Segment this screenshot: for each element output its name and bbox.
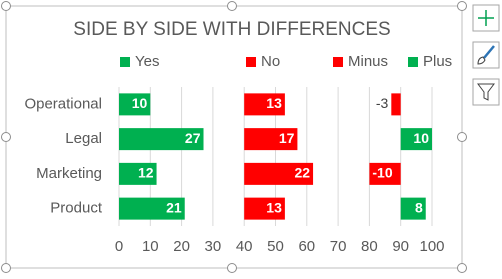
x-tick-label: 100 (419, 238, 444, 255)
data-label: -10 (372, 165, 392, 181)
x-tick-label: 60 (298, 238, 315, 255)
data-label: 27 (185, 130, 201, 146)
handle[interactable] (1, 263, 11, 273)
data-label: 13 (266, 199, 282, 215)
bar (391, 93, 401, 116)
chart-filters-button[interactable] (472, 78, 500, 106)
handle[interactable] (457, 132, 467, 142)
chart-styles-button[interactable] (472, 41, 500, 69)
y-tick-label: Product (50, 200, 103, 217)
x-tick-label: 80 (361, 238, 378, 255)
handle[interactable] (457, 263, 467, 273)
bar (369, 162, 401, 185)
bar (400, 128, 432, 151)
bar (400, 197, 426, 220)
handle[interactable] (1, 1, 11, 11)
x-tick-label: 90 (392, 238, 409, 255)
y-tick-label: Operational (24, 95, 102, 112)
bar (119, 162, 157, 185)
x-tick-label: 50 (267, 238, 284, 255)
chart-area[interactable] (5, 5, 463, 269)
chart-title: SIDE BY SIDE WITH DIFFERENCES (73, 19, 390, 40)
x-tick-label: 70 (330, 238, 347, 255)
legend-label: Minus (348, 53, 388, 70)
data-label: 13 (266, 95, 282, 111)
x-tick-label: 20 (173, 238, 190, 255)
bar (244, 162, 314, 185)
bar (119, 128, 204, 151)
data-label: 12 (138, 165, 154, 181)
data-label: 10 (132, 95, 148, 111)
handle[interactable] (1, 132, 11, 142)
data-label: 21 (166, 199, 182, 215)
data-label: 8 (415, 199, 423, 215)
handle[interactable] (227, 263, 237, 273)
y-tick-label: Legal (65, 130, 102, 147)
y-tick-label: Marketing (36, 165, 102, 182)
legend-swatch (408, 57, 418, 67)
legend-label: No (261, 53, 280, 70)
data-label: 10 (413, 130, 429, 146)
legend-swatch (120, 57, 130, 67)
data-label: 22 (294, 165, 310, 181)
selection-handles (1, 1, 467, 273)
bar (119, 197, 185, 220)
data-label: 17 (279, 130, 295, 146)
bar (119, 93, 151, 116)
chart-elements-button[interactable] (472, 4, 500, 32)
x-tick-label: 40 (236, 238, 253, 255)
x-tick-label: 0 (115, 238, 123, 255)
bar (244, 93, 285, 116)
handle[interactable] (227, 1, 237, 11)
legend-swatch (246, 57, 256, 67)
legend-label: Plus (423, 53, 452, 70)
legend-swatch (333, 57, 343, 67)
legend-label: Yes (135, 53, 159, 70)
bar (244, 197, 285, 220)
x-tick-label: 30 (205, 238, 222, 255)
data-label: -3 (376, 95, 389, 111)
handle[interactable] (457, 1, 467, 11)
bar (244, 128, 298, 151)
x-tick-label: 10 (142, 238, 159, 255)
